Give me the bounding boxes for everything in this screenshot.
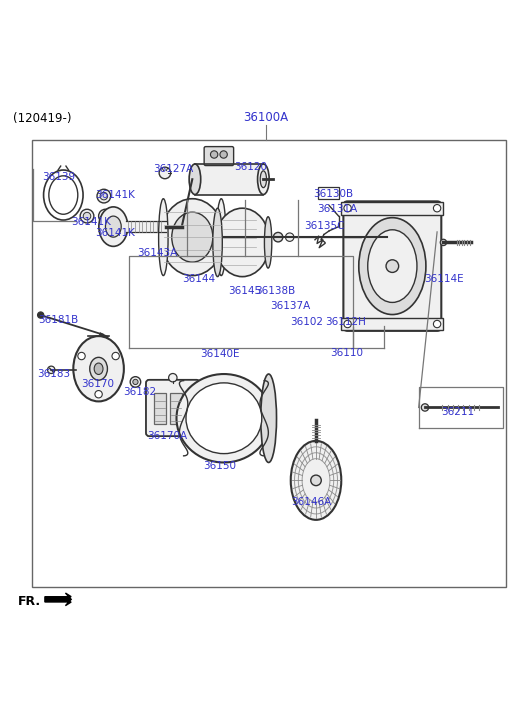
Ellipse shape (264, 217, 272, 268)
Ellipse shape (159, 198, 168, 276)
Text: 36102: 36102 (290, 318, 323, 327)
Bar (342, 318, 443, 330)
Circle shape (421, 403, 429, 411)
Text: 36130B: 36130B (313, 189, 353, 199)
Text: FR.: FR. (18, 595, 40, 608)
Ellipse shape (261, 374, 277, 462)
Ellipse shape (186, 383, 262, 454)
Circle shape (80, 209, 94, 223)
Circle shape (211, 150, 218, 158)
Ellipse shape (257, 164, 269, 195)
Bar (318, 187, 339, 199)
Circle shape (434, 204, 441, 212)
Text: 36127A: 36127A (153, 164, 193, 174)
Ellipse shape (177, 374, 271, 462)
Ellipse shape (368, 230, 417, 302)
Text: 36114E: 36114E (424, 274, 463, 284)
Circle shape (386, 260, 398, 273)
Text: 36138B: 36138B (255, 286, 296, 297)
Text: 36145: 36145 (228, 286, 261, 297)
Text: 36141K: 36141K (95, 190, 135, 200)
Circle shape (440, 239, 446, 246)
Text: 36135C: 36135C (304, 220, 344, 230)
Text: 36150: 36150 (203, 461, 236, 470)
Text: 36211: 36211 (441, 407, 474, 417)
Bar (342, 202, 443, 214)
Circle shape (344, 321, 351, 328)
Circle shape (220, 150, 227, 158)
Text: 36146A: 36146A (291, 497, 331, 507)
Ellipse shape (213, 208, 222, 277)
Text: 36183: 36183 (37, 369, 70, 379)
Text: 36100A: 36100A (244, 111, 288, 124)
Circle shape (344, 204, 351, 212)
Ellipse shape (94, 363, 103, 374)
Text: 36110: 36110 (330, 348, 363, 358)
Text: (120419-): (120419-) (13, 112, 72, 125)
Text: 36182: 36182 (123, 387, 156, 398)
Text: 36144: 36144 (182, 274, 215, 284)
Text: 36131A: 36131A (318, 204, 358, 214)
Ellipse shape (189, 164, 201, 195)
Text: 36181B: 36181B (39, 316, 79, 325)
Ellipse shape (215, 208, 270, 277)
Ellipse shape (99, 207, 128, 246)
Text: 36141K: 36141K (71, 217, 111, 228)
Text: 36139: 36139 (42, 172, 76, 182)
Circle shape (434, 321, 441, 328)
FancyBboxPatch shape (146, 379, 200, 436)
Circle shape (47, 366, 55, 374)
Circle shape (100, 193, 107, 200)
Circle shape (97, 189, 111, 203)
Circle shape (159, 167, 171, 179)
Ellipse shape (90, 358, 107, 380)
Text: 36140E: 36140E (200, 349, 240, 359)
Circle shape (133, 379, 138, 385)
Text: 36141K: 36141K (95, 228, 135, 238)
Circle shape (130, 377, 140, 387)
Ellipse shape (260, 171, 267, 188)
Circle shape (169, 374, 177, 382)
Circle shape (83, 212, 91, 220)
Circle shape (102, 212, 109, 220)
Ellipse shape (161, 198, 224, 276)
Ellipse shape (217, 198, 226, 276)
Ellipse shape (172, 212, 213, 262)
FancyBboxPatch shape (343, 201, 442, 331)
Circle shape (95, 390, 102, 398)
FancyBboxPatch shape (204, 147, 234, 166)
Polygon shape (45, 593, 71, 606)
Text: 36170: 36170 (81, 379, 114, 388)
Text: 36143A: 36143A (137, 248, 177, 258)
Text: 36120: 36120 (235, 162, 268, 172)
Bar (170, 393, 182, 424)
Ellipse shape (359, 217, 426, 315)
Ellipse shape (73, 336, 124, 401)
Circle shape (98, 209, 112, 223)
Circle shape (38, 312, 44, 318)
Ellipse shape (105, 216, 121, 237)
Circle shape (112, 353, 119, 360)
Text: 36137A: 36137A (270, 300, 311, 310)
Bar (32, 140, 505, 587)
Text: 36170A: 36170A (147, 431, 188, 441)
Circle shape (78, 353, 85, 360)
Ellipse shape (291, 441, 342, 520)
Circle shape (311, 475, 321, 486)
Circle shape (273, 233, 283, 242)
Bar (154, 393, 166, 424)
Text: 36112H: 36112H (326, 318, 367, 327)
Circle shape (286, 233, 294, 241)
